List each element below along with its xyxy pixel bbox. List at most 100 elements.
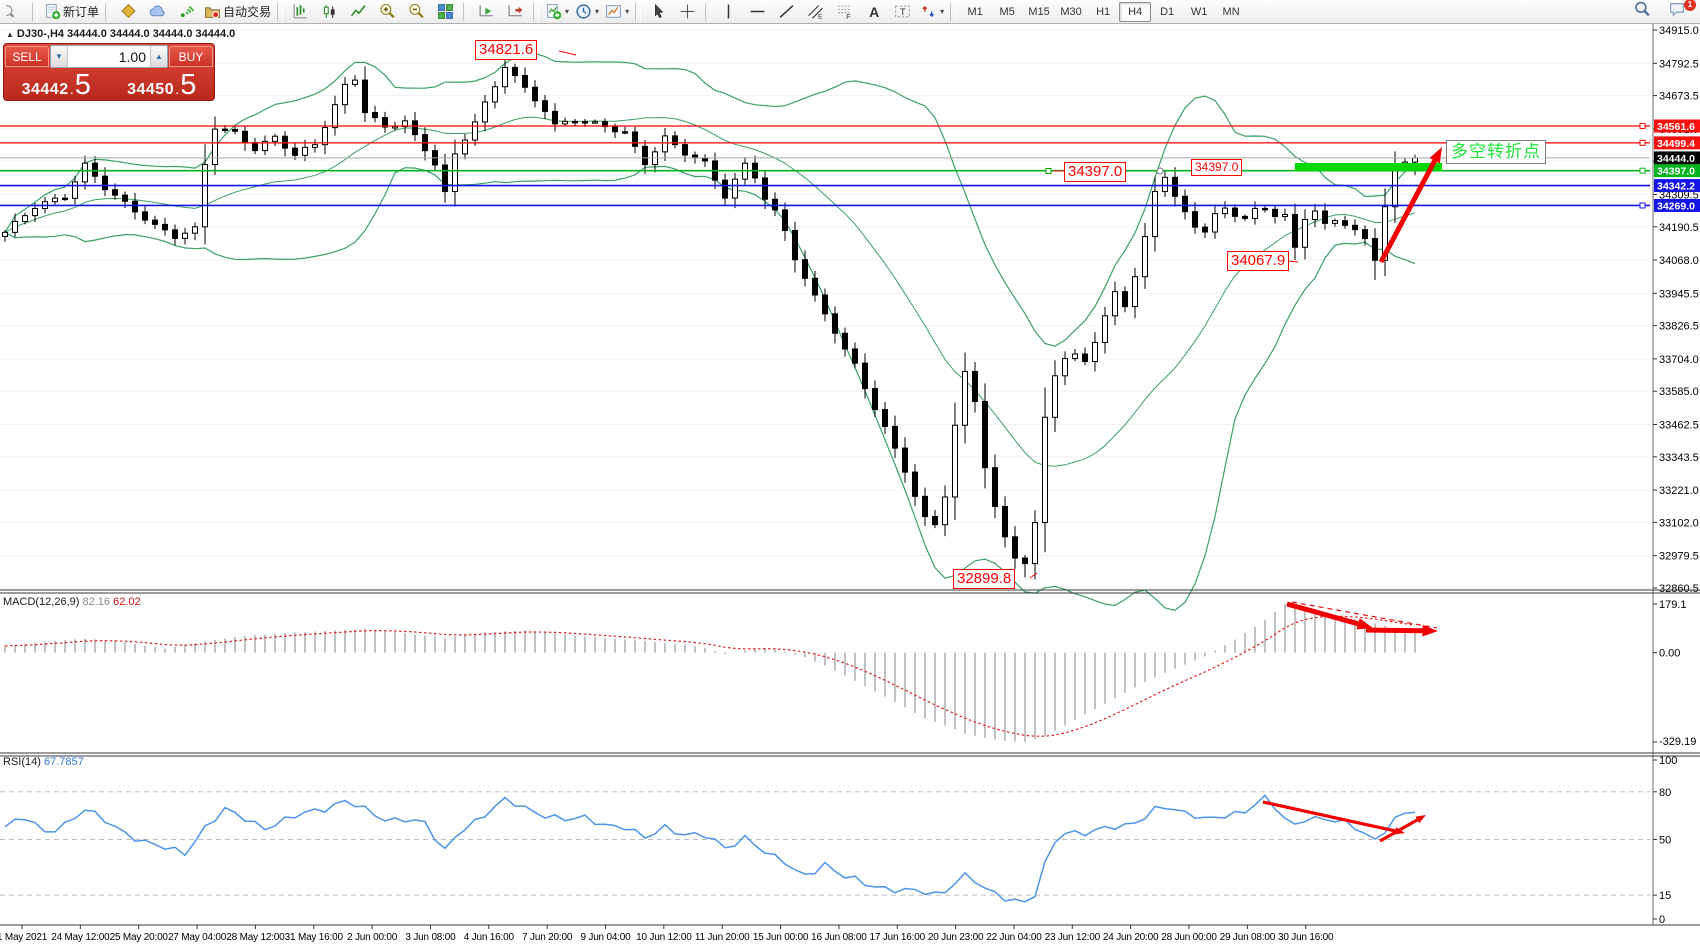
text-label-button[interactable]: T bbox=[888, 1, 917, 23]
red-trend-arrow[interactable] bbox=[1286, 601, 1359, 627]
annotation-objects[interactable] bbox=[558, 50, 1442, 843]
candle-body bbox=[332, 104, 338, 129]
signals-button[interactable] bbox=[172, 1, 201, 23]
price-tick-label: 32979.5 bbox=[1659, 551, 1699, 563]
turning-point-label[interactable]: 多空转折点 bbox=[1446, 140, 1546, 165]
community-button[interactable] bbox=[143, 1, 172, 23]
zoom-in-button[interactable] bbox=[373, 1, 402, 23]
zoom-out-button[interactable] bbox=[402, 1, 431, 23]
chevron-down-icon: ▾ bbox=[565, 7, 570, 16]
timeframe-mn-button[interactable]: MN bbox=[1222, 5, 1240, 18]
candle-body bbox=[452, 153, 458, 193]
candle-body bbox=[202, 164, 208, 228]
macd-name: MACD(12,26,9) bbox=[3, 596, 80, 608]
trendline-button[interactable] bbox=[772, 1, 801, 23]
bollinger-upper bbox=[4, 52, 1416, 347]
toolbar-separator bbox=[105, 2, 112, 21]
periods-button[interactable]: ▾ bbox=[572, 1, 602, 23]
hline-button[interactable] bbox=[743, 1, 772, 23]
macd-panel[interactable]: 179.1 0.00 -329.19 bbox=[4, 599, 1696, 748]
candle-body bbox=[1052, 375, 1058, 418]
text-button[interactable]: A bbox=[859, 1, 888, 23]
volume-input[interactable] bbox=[68, 46, 150, 67]
volume-increase-button[interactable]: ▲ bbox=[150, 46, 167, 67]
candle-body bbox=[1182, 195, 1188, 213]
bar-chart-button[interactable] bbox=[286, 1, 315, 23]
price-annotation-label[interactable]: 34397.0 bbox=[1064, 162, 1127, 183]
toolbar-separator bbox=[277, 2, 284, 21]
auto-scroll-button[interactable] bbox=[472, 1, 501, 23]
sell-price[interactable]: 34442. 5 bbox=[21, 69, 91, 101]
level-lines[interactable]: 34561.634499.434444.034397.034342.234269… bbox=[0, 119, 1700, 212]
buy-button[interactable]: BUY bbox=[169, 46, 213, 67]
channel-button[interactable]: E bbox=[801, 1, 830, 23]
buy-price[interactable]: 34450. 5 bbox=[127, 69, 197, 101]
cursor-button[interactable] bbox=[644, 1, 673, 23]
price-annotation-label[interactable]: 34397.0 bbox=[1191, 159, 1243, 176]
price-tick-label: 32860.5 bbox=[1659, 583, 1699, 595]
price-annotation-label[interactable]: 34067.9 bbox=[1227, 251, 1290, 272]
red-trend-arrow[interactable] bbox=[1365, 627, 1423, 634]
candle-body bbox=[552, 110, 558, 125]
candle-chart-button[interactable] bbox=[315, 1, 344, 23]
metaeditor-button[interactable] bbox=[114, 1, 143, 23]
line-chart-button[interactable] bbox=[344, 1, 373, 23]
candle-body bbox=[952, 424, 958, 498]
candle-body bbox=[212, 128, 218, 166]
templates-button[interactable]: ▾ bbox=[602, 1, 632, 23]
indicators-button[interactable]: ▾ bbox=[542, 1, 572, 23]
candle-body bbox=[192, 226, 198, 234]
sell-button[interactable]: SELL bbox=[5, 46, 49, 67]
timeframe-m1-button[interactable]: M1 bbox=[967, 5, 983, 18]
timeframe-m15-button[interactable]: M15 bbox=[1028, 5, 1050, 18]
timeframe-d1-button[interactable]: D1 bbox=[1160, 5, 1175, 18]
candle-body bbox=[1232, 207, 1238, 217]
candle-body bbox=[1322, 210, 1328, 224]
notifications-button[interactable]: 1 bbox=[1663, 0, 1696, 23]
timeframe-h4-button[interactable]: H4 bbox=[1119, 1, 1152, 22]
red-trend-arrow[interactable] bbox=[1262, 800, 1396, 833]
search-button[interactable] bbox=[1628, 1, 1657, 23]
candle-body bbox=[1132, 276, 1138, 308]
candle-body bbox=[92, 162, 98, 177]
time-tick-label: 22 Jun 04:00 bbox=[986, 932, 1042, 943]
toolbar-separator bbox=[32, 2, 38, 21]
rsi-name: RSI(14) bbox=[3, 756, 41, 768]
volume-control: ▼ ▲ bbox=[50, 45, 168, 68]
autotrading-button[interactable]: 自动交易 bbox=[201, 1, 274, 23]
rsi-panel[interactable]: 100 80 50 15 0 bbox=[0, 755, 1677, 926]
chat-icon bbox=[1670, 2, 1684, 17]
candle-chart-icon bbox=[323, 5, 335, 18]
chart-canvas[interactable]: 34915.034792.534673.534551.034432.034309… bbox=[0, 24, 1700, 946]
toolbar: 新订单 自动交易 ▾ ▾ ▾ E F A T ▾ M1 M5 M15 M30 H1 H4 D1 W1 MN 1 bbox=[0, 0, 1700, 24]
red-trend-arrow[interactable] bbox=[1379, 818, 1419, 843]
arrows-button[interactable]: ▾ bbox=[917, 1, 947, 23]
tile-windows-button[interactable] bbox=[431, 1, 460, 23]
candle-body bbox=[682, 144, 688, 156]
crosshair-button[interactable] bbox=[673, 1, 702, 23]
new-order-button[interactable]: 新订单 bbox=[41, 1, 102, 23]
green-highlight-bar[interactable] bbox=[1295, 163, 1442, 171]
timeframe-w1-button[interactable]: W1 bbox=[1190, 5, 1208, 18]
chart-shift-button[interactable] bbox=[501, 1, 530, 23]
timeframe-h1-button[interactable]: H1 bbox=[1096, 5, 1111, 18]
time-axis[interactable]: 1 May 2021 24 May 12:00 25 May 20:00 27 May… bbox=[0, 925, 1334, 943]
candle-body bbox=[222, 128, 228, 132]
svg-text:34269.0: 34269.0 bbox=[1657, 200, 1695, 212]
volume-decrease-button[interactable]: ▼ bbox=[51, 46, 68, 67]
price-annotation-label[interactable]: 34821.6 bbox=[475, 40, 538, 61]
buy-label: BUY bbox=[178, 49, 204, 64]
timeframe-m30-button[interactable]: M30 bbox=[1060, 5, 1082, 18]
red-trend-arrow[interactable] bbox=[1378, 159, 1437, 264]
macd-signal-line bbox=[4, 615, 1416, 737]
axis-price-label bbox=[1654, 164, 1700, 178]
candle-body bbox=[1022, 557, 1028, 565]
price-tick-label: 34915.0 bbox=[1659, 25, 1699, 37]
text-label-icon: T bbox=[895, 5, 911, 18]
candle-body bbox=[902, 447, 908, 473]
timeframe-m5-button[interactable]: M5 bbox=[999, 5, 1015, 18]
price-annotation-label[interactable]: 32899.8 bbox=[953, 569, 1016, 590]
vline-button[interactable] bbox=[714, 1, 743, 23]
candle-body bbox=[1252, 207, 1258, 219]
fibonacci-button[interactable]: F bbox=[830, 1, 859, 23]
